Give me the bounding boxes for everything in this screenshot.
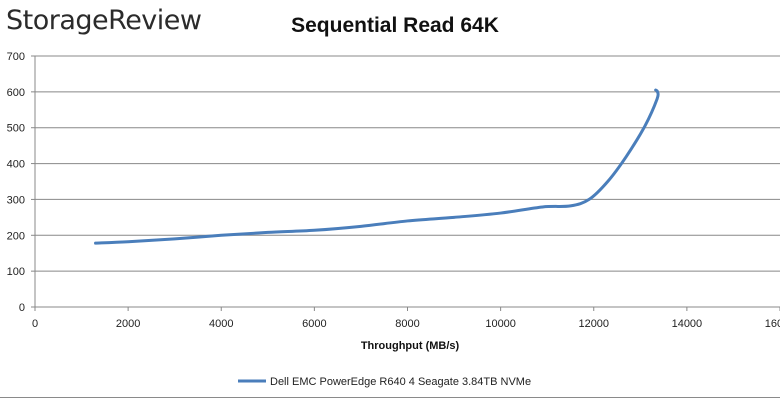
series-line bbox=[94, 88, 660, 245]
axes bbox=[31, 55, 780, 311]
y-tick-label: 500 bbox=[7, 123, 25, 135]
y-tick-label: 100 bbox=[7, 266, 25, 278]
chart-title: Sequential Read 64K bbox=[291, 14, 499, 37]
y-tick-label: 400 bbox=[7, 159, 25, 171]
x-tick-label: 6000 bbox=[302, 318, 326, 330]
series-lines bbox=[94, 88, 660, 245]
tick-labels: 0 100 200 300 400 500 600 700 0 2000 4000 6000 8000 1… bbox=[7, 51, 780, 330]
x-tick-label: 16000 bbox=[765, 318, 780, 330]
y-tick-label: 300 bbox=[7, 194, 25, 206]
x-tick-label: 2000 bbox=[116, 318, 140, 330]
x-axis-label: Throughput (MB/s) bbox=[361, 340, 460, 352]
gridlines bbox=[35, 55, 780, 272]
x-tick-label: 14000 bbox=[672, 318, 703, 330]
y-tick-label: 700 bbox=[7, 51, 25, 63]
x-tick-label: 4000 bbox=[209, 318, 233, 330]
x-tick-label: 10000 bbox=[485, 318, 516, 330]
x-tick-label: 12000 bbox=[578, 318, 609, 330]
storagereview-logo: StorageReview bbox=[6, 5, 202, 36]
y-tick-label: 0 bbox=[19, 302, 25, 314]
legend: Dell EMC PowerEdge R640 4 Seagate 3.84TB… bbox=[238, 376, 531, 388]
x-tick-label: 8000 bbox=[395, 318, 419, 330]
y-tick-label: 600 bbox=[7, 87, 25, 99]
bottom-divider bbox=[0, 397, 780, 398]
legend-label: Dell EMC PowerEdge R640 4 Seagate 3.84TB… bbox=[270, 376, 531, 388]
y-tick-label: 200 bbox=[7, 230, 25, 242]
x-tick-label: 0 bbox=[32, 318, 38, 330]
